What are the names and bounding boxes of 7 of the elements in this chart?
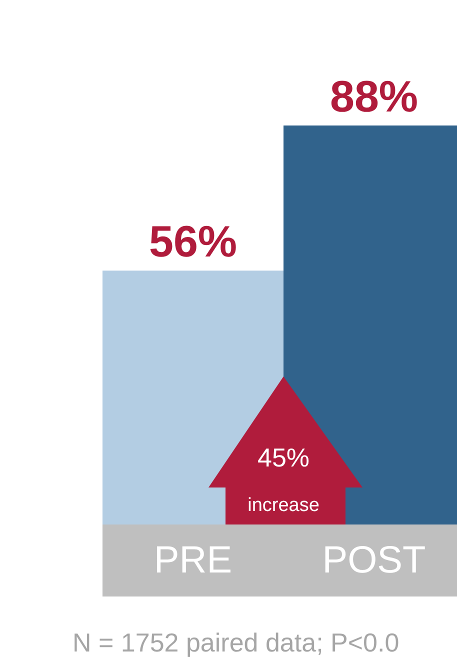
text: N = 1752 paired data; P<0.0 [72,628,400,658]
x-tick-label: POST [322,540,426,582]
annotation: 45% [257,442,310,472]
data-label: 88% [330,72,418,122]
data-label: 56% [148,218,238,267]
x-tick-label: PRE [154,540,232,582]
annotation: increase [248,495,320,516]
